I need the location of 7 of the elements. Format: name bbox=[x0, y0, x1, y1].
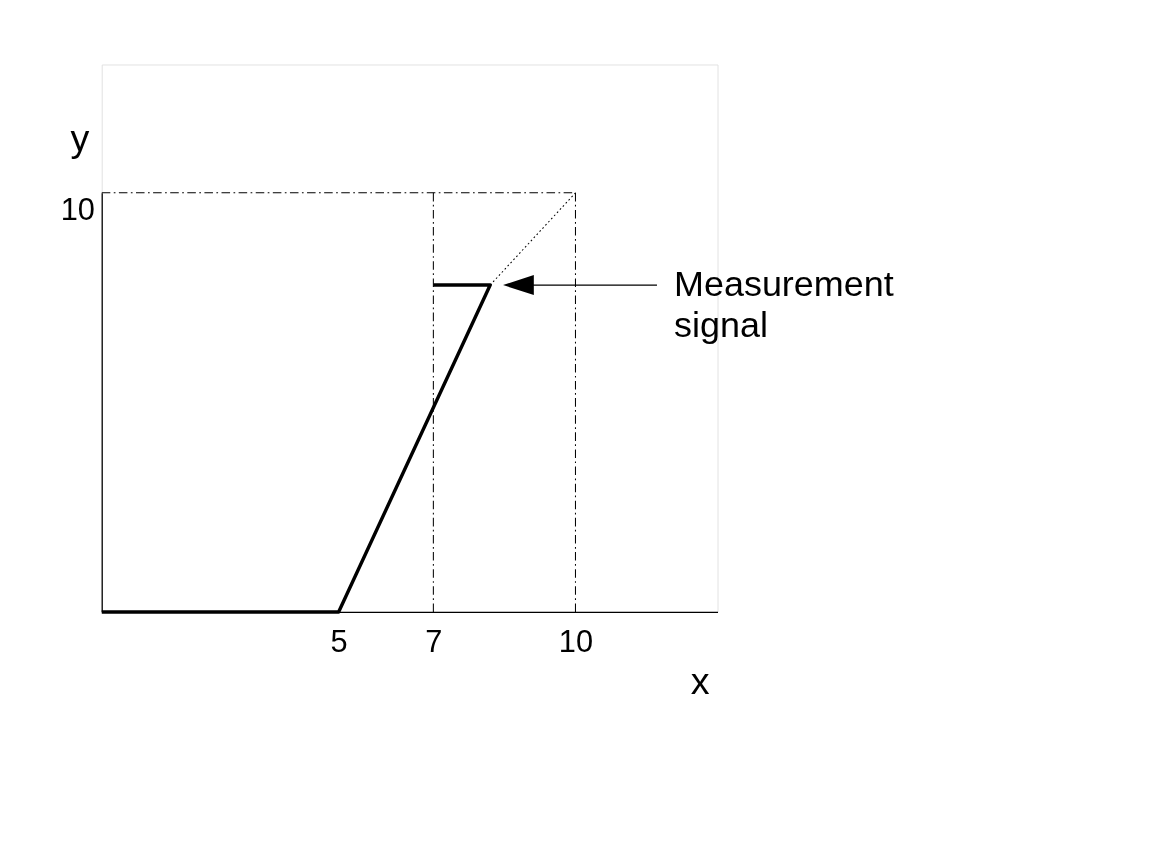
annotation: Measurement signal bbox=[674, 263, 894, 346]
y-axis-title: y bbox=[70, 116, 90, 159]
x-tick-label: 5 bbox=[330, 623, 348, 659]
x-tick-label: 10 bbox=[558, 623, 594, 659]
x-tick-label: 7 bbox=[425, 623, 443, 659]
text: 10 bbox=[60, 192, 95, 228]
x-axis-title: x bbox=[690, 659, 710, 702]
